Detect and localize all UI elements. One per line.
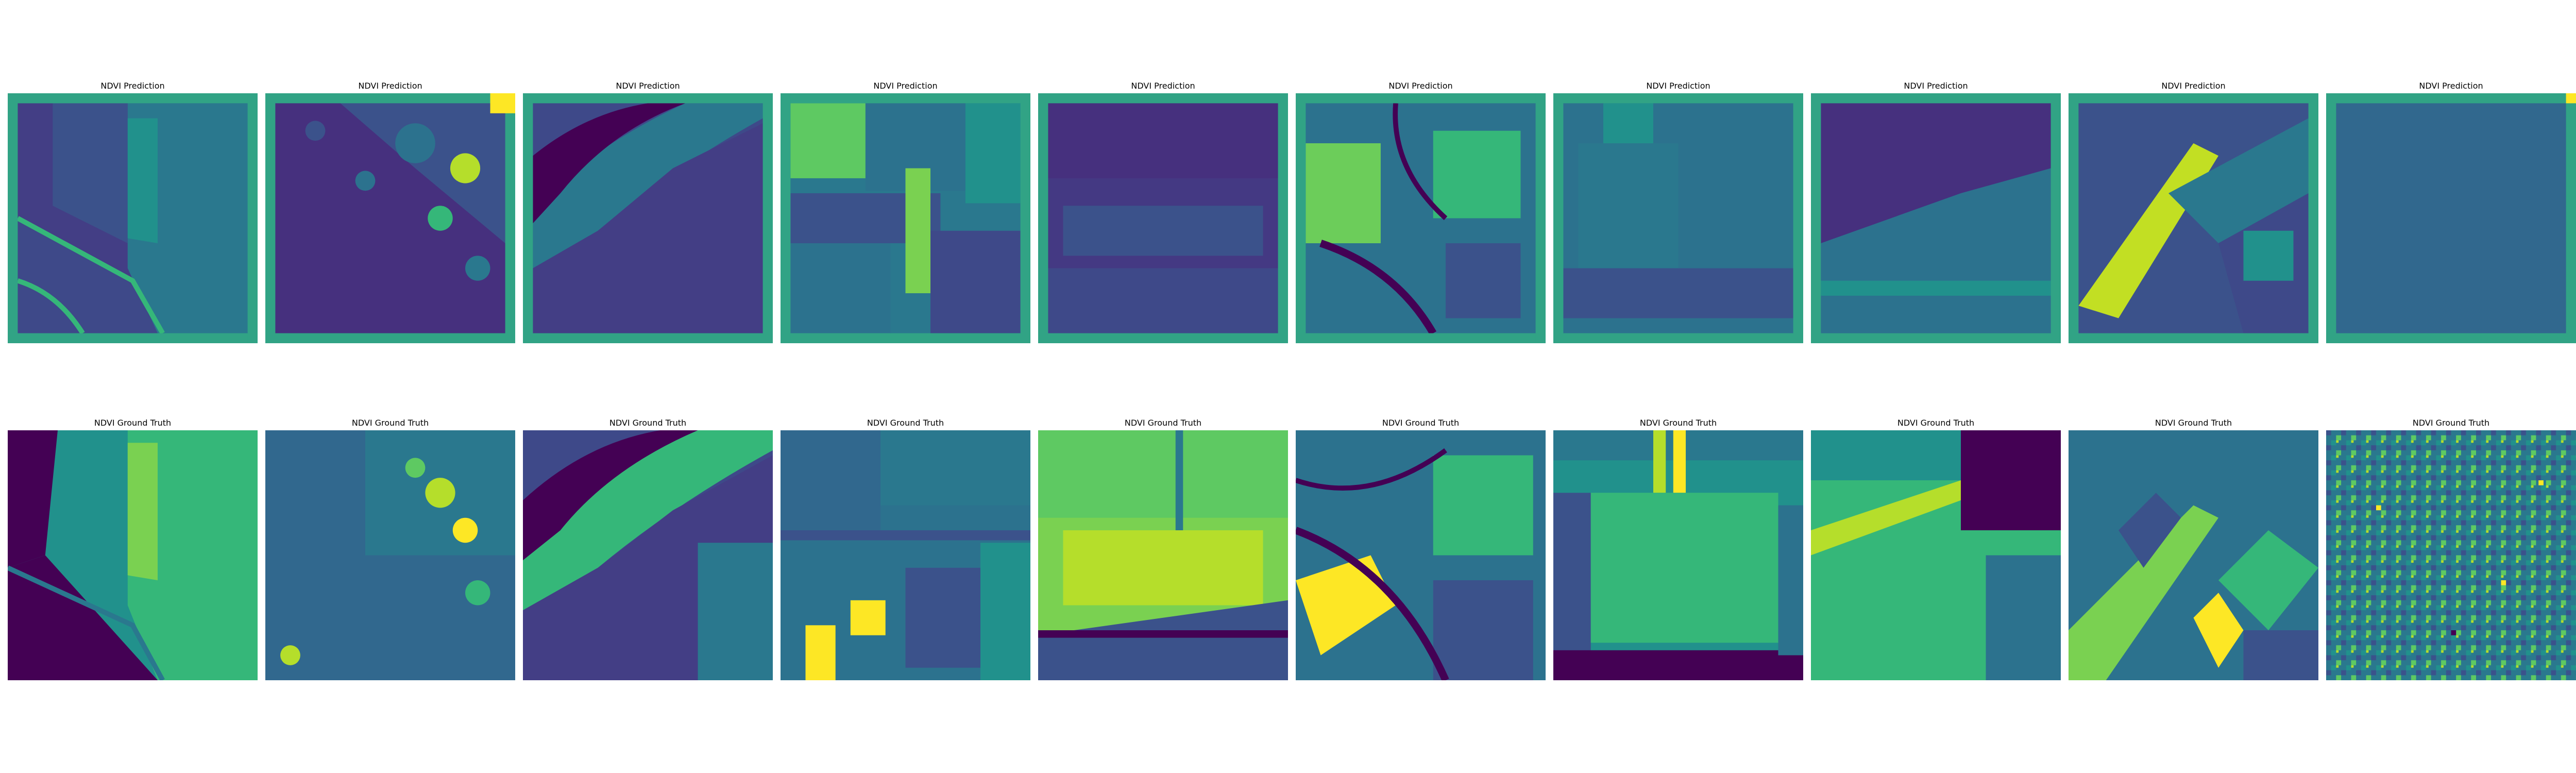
ground-truth-image-8 [1811,430,2061,680]
prediction-image-7 [1553,93,1803,343]
ground-truth-image-10 [2326,430,2576,680]
panel-title: NDVI Ground Truth [1897,418,1975,428]
panel-title: NDVI Prediction [358,81,422,91]
panel-title: NDVI Prediction [2161,81,2226,91]
prediction-image-10 [2326,93,2576,343]
ground-truth-image-4 [781,430,1030,680]
panel-title: NDVI Prediction [1646,81,1710,91]
panel-title: NDVI Ground Truth [2412,418,2490,428]
ground-truth-image-9 [2069,430,2318,680]
panel-title: NDVI Ground Truth [1639,418,1717,428]
panel-title: NDVI Ground Truth [867,418,944,428]
ground-truth-image-6 [1296,430,1546,680]
panel-title: NDVI Prediction [1131,81,1195,91]
panel-title: NDVI Ground Truth [351,418,429,428]
panel-title: NDVI Ground Truth [1382,418,1460,428]
panel-title: NDVI Prediction [1904,81,1968,91]
prediction-image-3 [523,93,773,343]
ground-truth-image-2 [265,430,515,680]
panel-title: NDVI Ground Truth [1124,418,1202,428]
prediction-image-9 [2069,93,2318,343]
ground-truth-image-7 [1553,430,1803,680]
ground-truth-image-5 [1038,430,1288,680]
panel-title: NDVI Ground Truth [2155,418,2232,428]
prediction-image-6 [1296,93,1546,343]
prediction-image-8 [1811,93,2061,343]
prediction-image-5 [1038,93,1288,343]
panel-title: NDVI Ground Truth [94,418,172,428]
ground-truth-image-1 [8,430,258,680]
prediction-image-2 [265,93,515,343]
panel-title: NDVI Ground Truth [609,418,687,428]
panel-title: NDVI Prediction [2419,81,2483,91]
panel-title: NDVI Prediction [1388,81,1453,91]
prediction-image-1 [8,93,258,343]
panel-title: NDVI Prediction [100,81,165,91]
panel-title: NDVI Prediction [616,81,680,91]
ground-truth-image-3 [523,430,773,680]
prediction-image-4 [781,93,1030,343]
panel-title: NDVI Prediction [873,81,938,91]
